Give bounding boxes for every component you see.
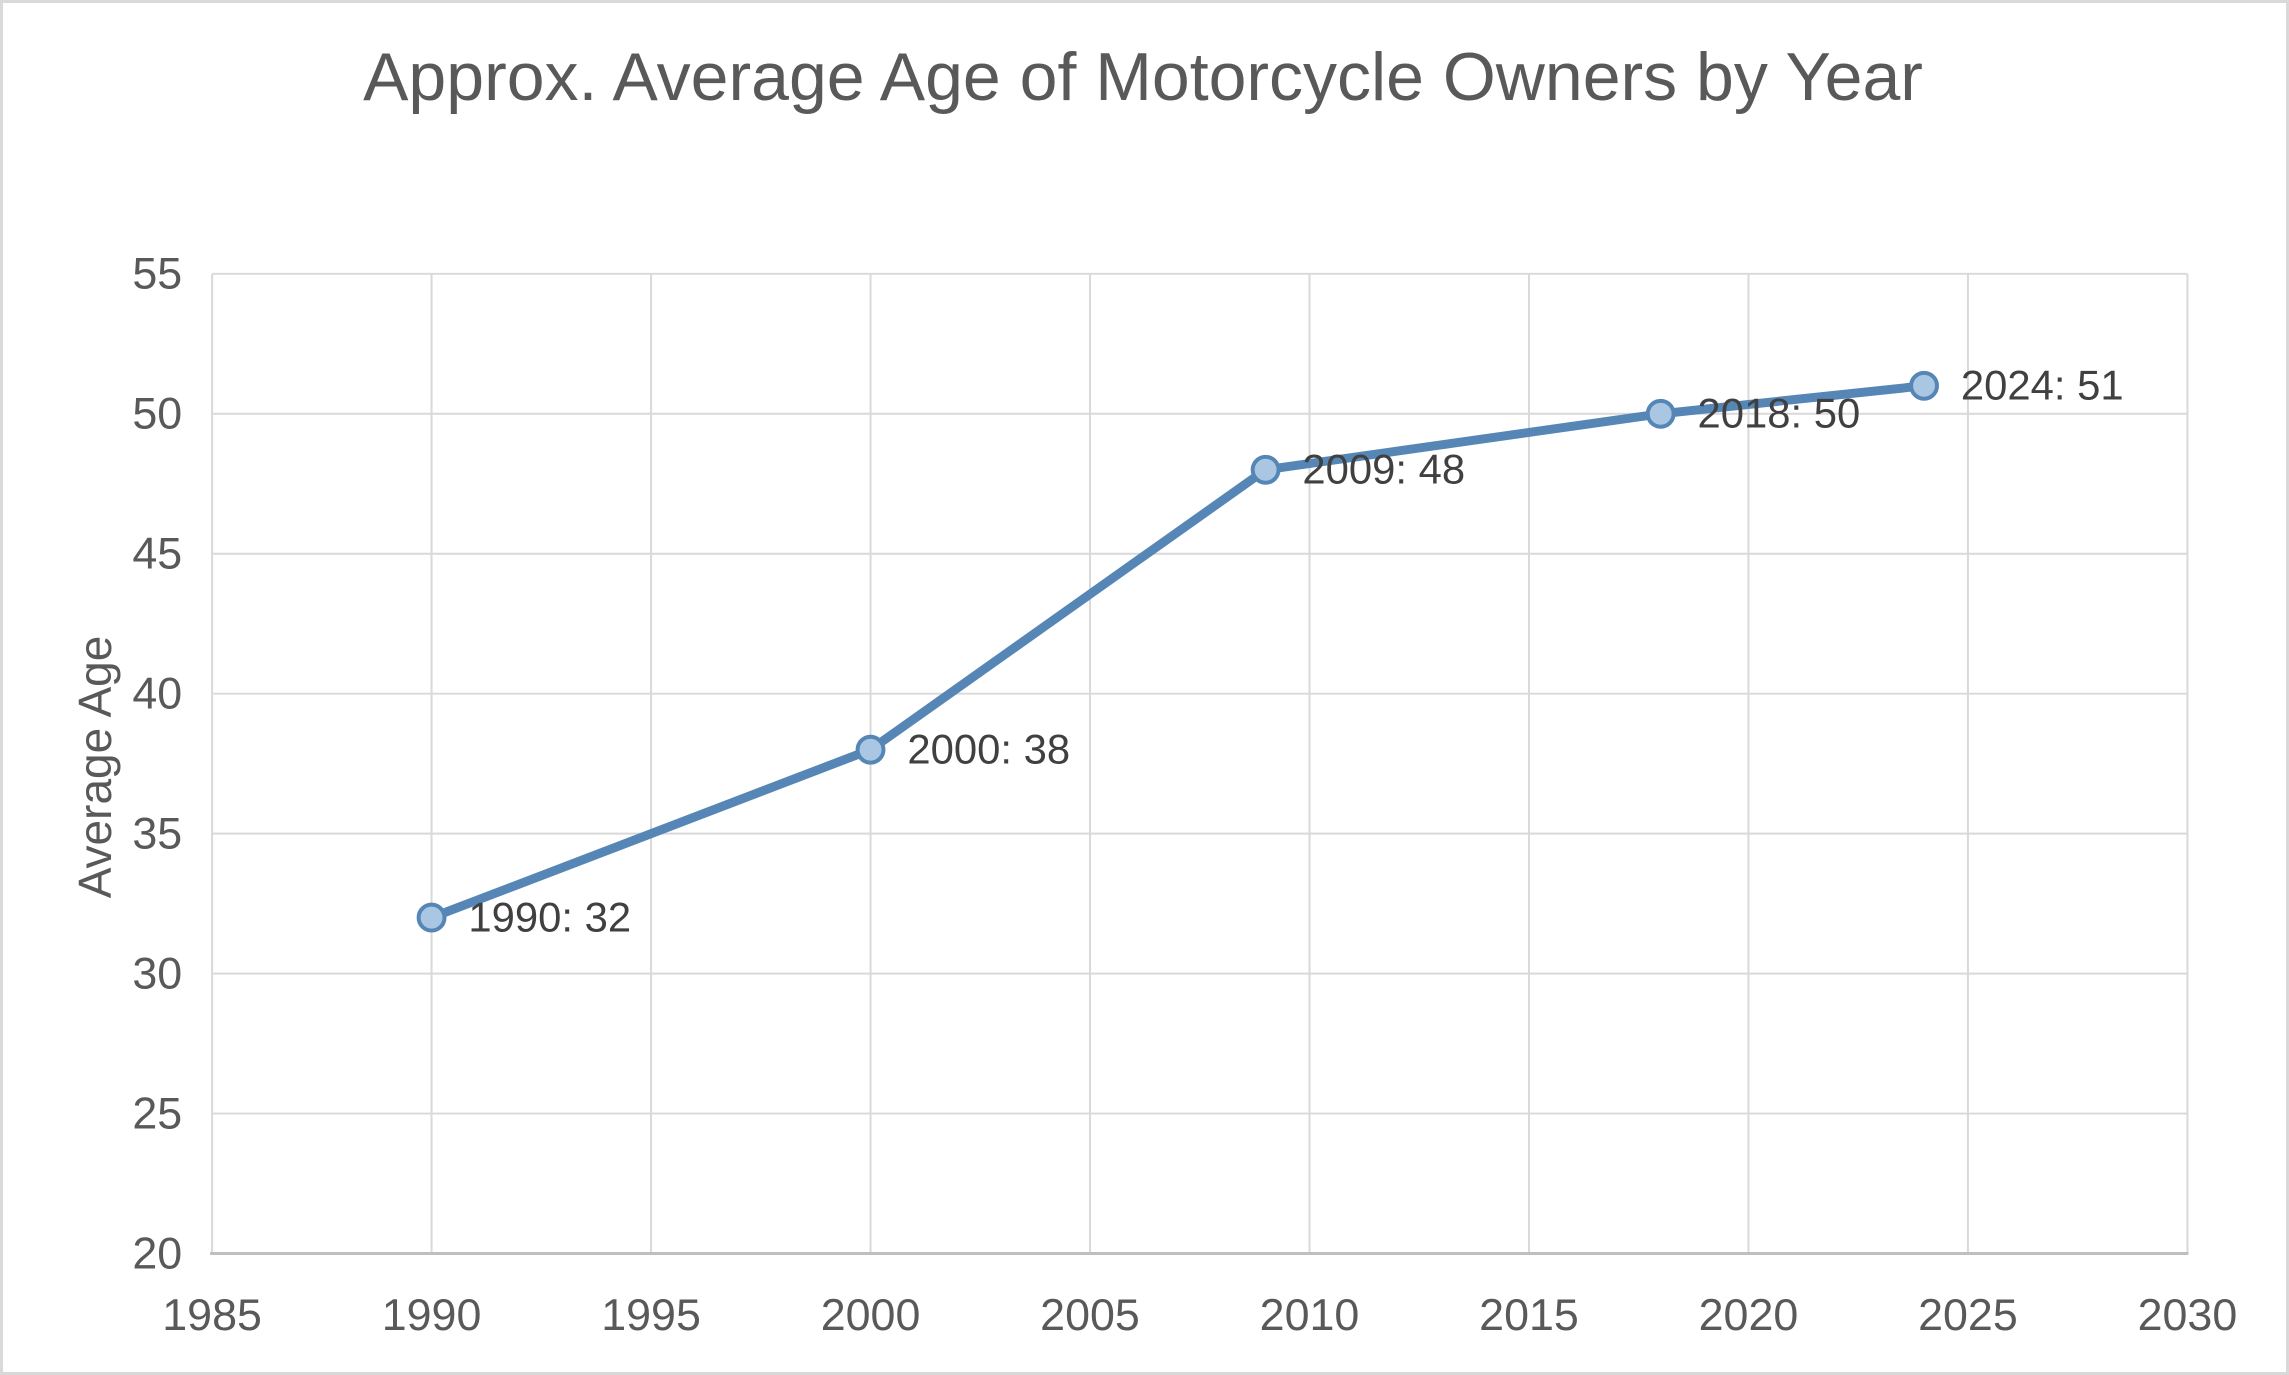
data-point-marker — [855, 734, 886, 765]
y-tick-label: 25 — [132, 1088, 182, 1138]
data-point-label: 1990: 32 — [468, 894, 631, 941]
series-line — [427, 381, 1929, 923]
data-point-label: 2009: 48 — [1302, 446, 1465, 493]
data-point-marker — [1645, 398, 1676, 429]
x-tick-label: 1990 — [382, 1290, 482, 1340]
y-tick-label: 30 — [132, 949, 182, 999]
x-tick-label: 2010 — [1260, 1290, 1360, 1340]
y-tick-label: 20 — [132, 1228, 182, 1278]
data-point-label: 2024: 51 — [1961, 362, 2124, 409]
data-point-marker — [416, 902, 447, 933]
x-tick-label: 2020 — [1699, 1290, 1799, 1340]
x-tick-label: 1995 — [601, 1290, 701, 1340]
y-tick-label: 50 — [132, 389, 182, 439]
x-tick-label: 2030 — [2138, 1290, 2238, 1340]
x-tick-label: 2025 — [1918, 1290, 2018, 1340]
x-tick-label: 2015 — [1479, 1290, 1579, 1340]
y-tick-label: 35 — [132, 809, 182, 859]
x-tick-label: 2005 — [1040, 1290, 1140, 1340]
chart-title: Approx. Average Age of Motorcycle Owners… — [363, 39, 1923, 115]
data-point-label: 2018: 50 — [1698, 390, 1861, 437]
data-point-marker — [1250, 454, 1281, 485]
x-tick-label: 2000 — [821, 1290, 921, 1340]
y-tick-label: 40 — [132, 669, 182, 719]
data-point-marker — [1909, 370, 1939, 401]
y-tick-label: 45 — [132, 529, 182, 579]
line-chart-plot-area: 1990: 32 2000: 38 2009: 48 2018: 50 2024: 51… — [132, 249, 2238, 1340]
y-tick-label: 55 — [132, 249, 182, 299]
x-tick-label: 1985 — [162, 1290, 262, 1340]
data-point-label: 2000: 38 — [907, 726, 1070, 773]
